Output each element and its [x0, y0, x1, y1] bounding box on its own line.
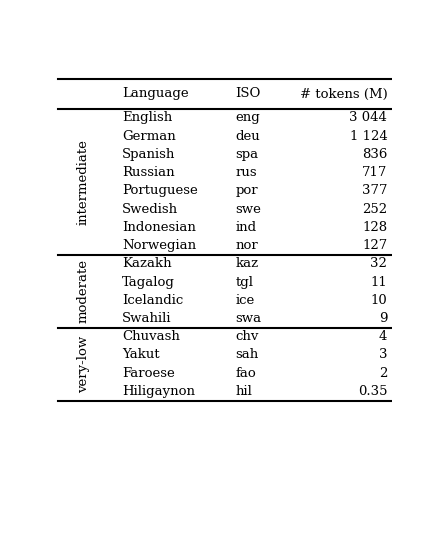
Text: Yakut: Yakut [122, 349, 160, 362]
Text: 252: 252 [362, 203, 387, 216]
Text: rus: rus [235, 166, 257, 179]
Text: German: German [122, 130, 176, 143]
Text: 32: 32 [371, 257, 387, 270]
Text: chv: chv [235, 330, 259, 343]
Text: ind: ind [235, 221, 256, 234]
Text: Russian: Russian [122, 166, 175, 179]
Text: Tagalog: Tagalog [122, 275, 175, 288]
Text: Portuguese: Portuguese [122, 185, 198, 197]
Text: Language: Language [122, 88, 189, 101]
Text: swa: swa [235, 312, 262, 325]
Text: 11: 11 [371, 275, 387, 288]
Text: hil: hil [235, 385, 252, 398]
Text: Icelandic: Icelandic [122, 294, 183, 307]
Text: eng: eng [235, 111, 260, 124]
Text: 1 124: 1 124 [350, 130, 387, 143]
Text: nor: nor [235, 239, 258, 252]
Text: English: English [122, 111, 172, 124]
Text: por: por [235, 185, 258, 197]
Text: Norwegian: Norwegian [122, 239, 196, 252]
Text: swe: swe [235, 203, 261, 216]
Text: kaz: kaz [235, 257, 259, 270]
Text: 4: 4 [379, 330, 387, 343]
Text: ISO: ISO [235, 88, 261, 101]
Text: intermediate: intermediate [77, 139, 90, 225]
Text: Swedish: Swedish [122, 203, 178, 216]
Text: Hiligaynon: Hiligaynon [122, 385, 195, 398]
Text: deu: deu [235, 130, 260, 143]
Text: 836: 836 [362, 148, 387, 161]
Text: 2: 2 [379, 367, 387, 380]
Text: 3: 3 [379, 349, 387, 362]
Text: tgl: tgl [235, 275, 253, 288]
Text: Kazakh: Kazakh [122, 257, 172, 270]
Text: 717: 717 [362, 166, 387, 179]
Text: very-low: very-low [77, 336, 90, 393]
Text: 128: 128 [362, 221, 387, 234]
Text: # tokens (M): # tokens (M) [300, 88, 387, 101]
Text: 10: 10 [371, 294, 387, 307]
Text: ice: ice [235, 294, 255, 307]
Text: 3 044: 3 044 [350, 111, 387, 124]
Text: Swahili: Swahili [122, 312, 172, 325]
Text: Faroese: Faroese [122, 367, 175, 380]
Text: 377: 377 [362, 185, 387, 197]
Text: fao: fao [235, 367, 256, 380]
Text: 127: 127 [362, 239, 387, 252]
Text: Spanish: Spanish [122, 148, 175, 161]
Text: moderate: moderate [77, 259, 90, 323]
Text: 0.35: 0.35 [358, 385, 387, 398]
Text: 9: 9 [379, 312, 387, 325]
Text: spa: spa [235, 148, 259, 161]
Text: Indonesian: Indonesian [122, 221, 196, 234]
Text: sah: sah [235, 349, 259, 362]
Text: Chuvash: Chuvash [122, 330, 180, 343]
